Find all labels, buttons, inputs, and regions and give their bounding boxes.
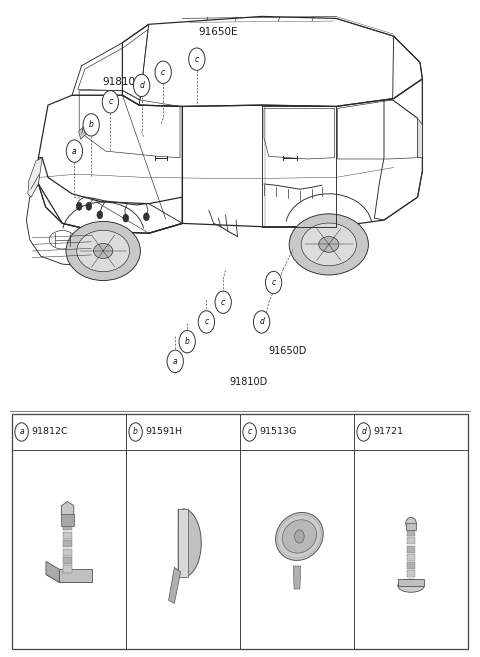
Polygon shape — [46, 561, 60, 582]
Polygon shape — [168, 567, 180, 603]
Bar — [408, 529, 415, 536]
Circle shape — [86, 202, 92, 210]
Bar — [63, 549, 72, 556]
Bar — [63, 514, 72, 522]
Bar — [408, 562, 415, 569]
Circle shape — [123, 214, 129, 222]
Circle shape — [357, 423, 371, 442]
Text: d: d — [361, 428, 366, 436]
Text: c: c — [204, 317, 208, 327]
Text: a: a — [72, 147, 77, 156]
Bar — [63, 532, 72, 539]
Text: 91810D: 91810D — [229, 377, 267, 388]
Circle shape — [66, 140, 83, 162]
Text: c: c — [221, 298, 225, 307]
Bar — [408, 545, 415, 553]
Text: 91812C: 91812C — [31, 428, 68, 436]
Polygon shape — [293, 566, 301, 589]
Text: c: c — [195, 55, 199, 64]
Bar — [63, 557, 72, 564]
Polygon shape — [178, 509, 201, 577]
Text: c: c — [161, 68, 165, 77]
Ellipse shape — [398, 579, 424, 593]
Circle shape — [76, 202, 82, 210]
Circle shape — [295, 530, 304, 543]
Circle shape — [189, 48, 205, 70]
Text: 91721: 91721 — [373, 428, 403, 436]
Polygon shape — [28, 158, 42, 197]
Circle shape — [133, 74, 150, 97]
Bar — [12, 414, 468, 649]
Circle shape — [15, 423, 28, 442]
Circle shape — [83, 114, 99, 136]
Text: d: d — [139, 81, 144, 90]
Circle shape — [129, 423, 143, 442]
Ellipse shape — [66, 221, 140, 281]
Circle shape — [97, 211, 103, 219]
Polygon shape — [79, 126, 85, 139]
Circle shape — [167, 350, 183, 373]
Bar — [63, 523, 72, 530]
Polygon shape — [418, 118, 422, 158]
Text: a: a — [173, 357, 178, 366]
Text: d: d — [259, 317, 264, 327]
Circle shape — [144, 213, 149, 221]
Circle shape — [243, 423, 256, 442]
Bar — [63, 566, 72, 572]
Text: a: a — [19, 428, 24, 436]
Bar — [408, 570, 415, 578]
Text: 91650E: 91650E — [199, 28, 238, 37]
Ellipse shape — [276, 512, 323, 560]
Text: c: c — [248, 428, 252, 436]
Text: c: c — [272, 278, 276, 287]
Polygon shape — [406, 523, 416, 530]
Polygon shape — [397, 579, 424, 586]
Text: c: c — [108, 97, 112, 106]
Circle shape — [265, 271, 282, 294]
Circle shape — [102, 91, 119, 113]
Ellipse shape — [301, 223, 356, 266]
Circle shape — [253, 311, 270, 333]
Polygon shape — [46, 574, 92, 582]
Ellipse shape — [94, 244, 113, 258]
Ellipse shape — [77, 230, 130, 272]
Ellipse shape — [319, 237, 339, 252]
Text: 91650D: 91650D — [269, 346, 307, 357]
Circle shape — [215, 291, 231, 313]
Bar — [408, 537, 415, 544]
Text: 91810E: 91810E — [103, 77, 142, 87]
Polygon shape — [61, 514, 74, 526]
Bar — [63, 540, 72, 547]
Text: b: b — [133, 428, 138, 436]
Text: b: b — [185, 337, 190, 346]
Circle shape — [198, 311, 215, 333]
Text: 91513G: 91513G — [259, 428, 297, 436]
Ellipse shape — [289, 214, 369, 275]
Circle shape — [179, 330, 195, 353]
Polygon shape — [178, 509, 188, 577]
Polygon shape — [61, 501, 74, 519]
Text: b: b — [89, 120, 94, 129]
Ellipse shape — [406, 518, 416, 530]
Ellipse shape — [282, 520, 316, 553]
Circle shape — [155, 61, 171, 83]
Bar — [408, 554, 415, 561]
Text: 91591H: 91591H — [145, 428, 182, 436]
Polygon shape — [60, 569, 92, 582]
